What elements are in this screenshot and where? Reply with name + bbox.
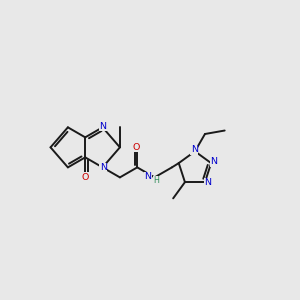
Text: N: N [204,178,211,187]
Text: O: O [82,173,89,182]
Text: N: N [99,122,106,131]
Text: O: O [133,142,140,152]
Text: N: N [100,164,107,172]
Text: N: N [144,172,151,181]
Text: N: N [191,145,198,154]
Text: N: N [211,158,218,166]
Text: H: H [153,176,159,185]
